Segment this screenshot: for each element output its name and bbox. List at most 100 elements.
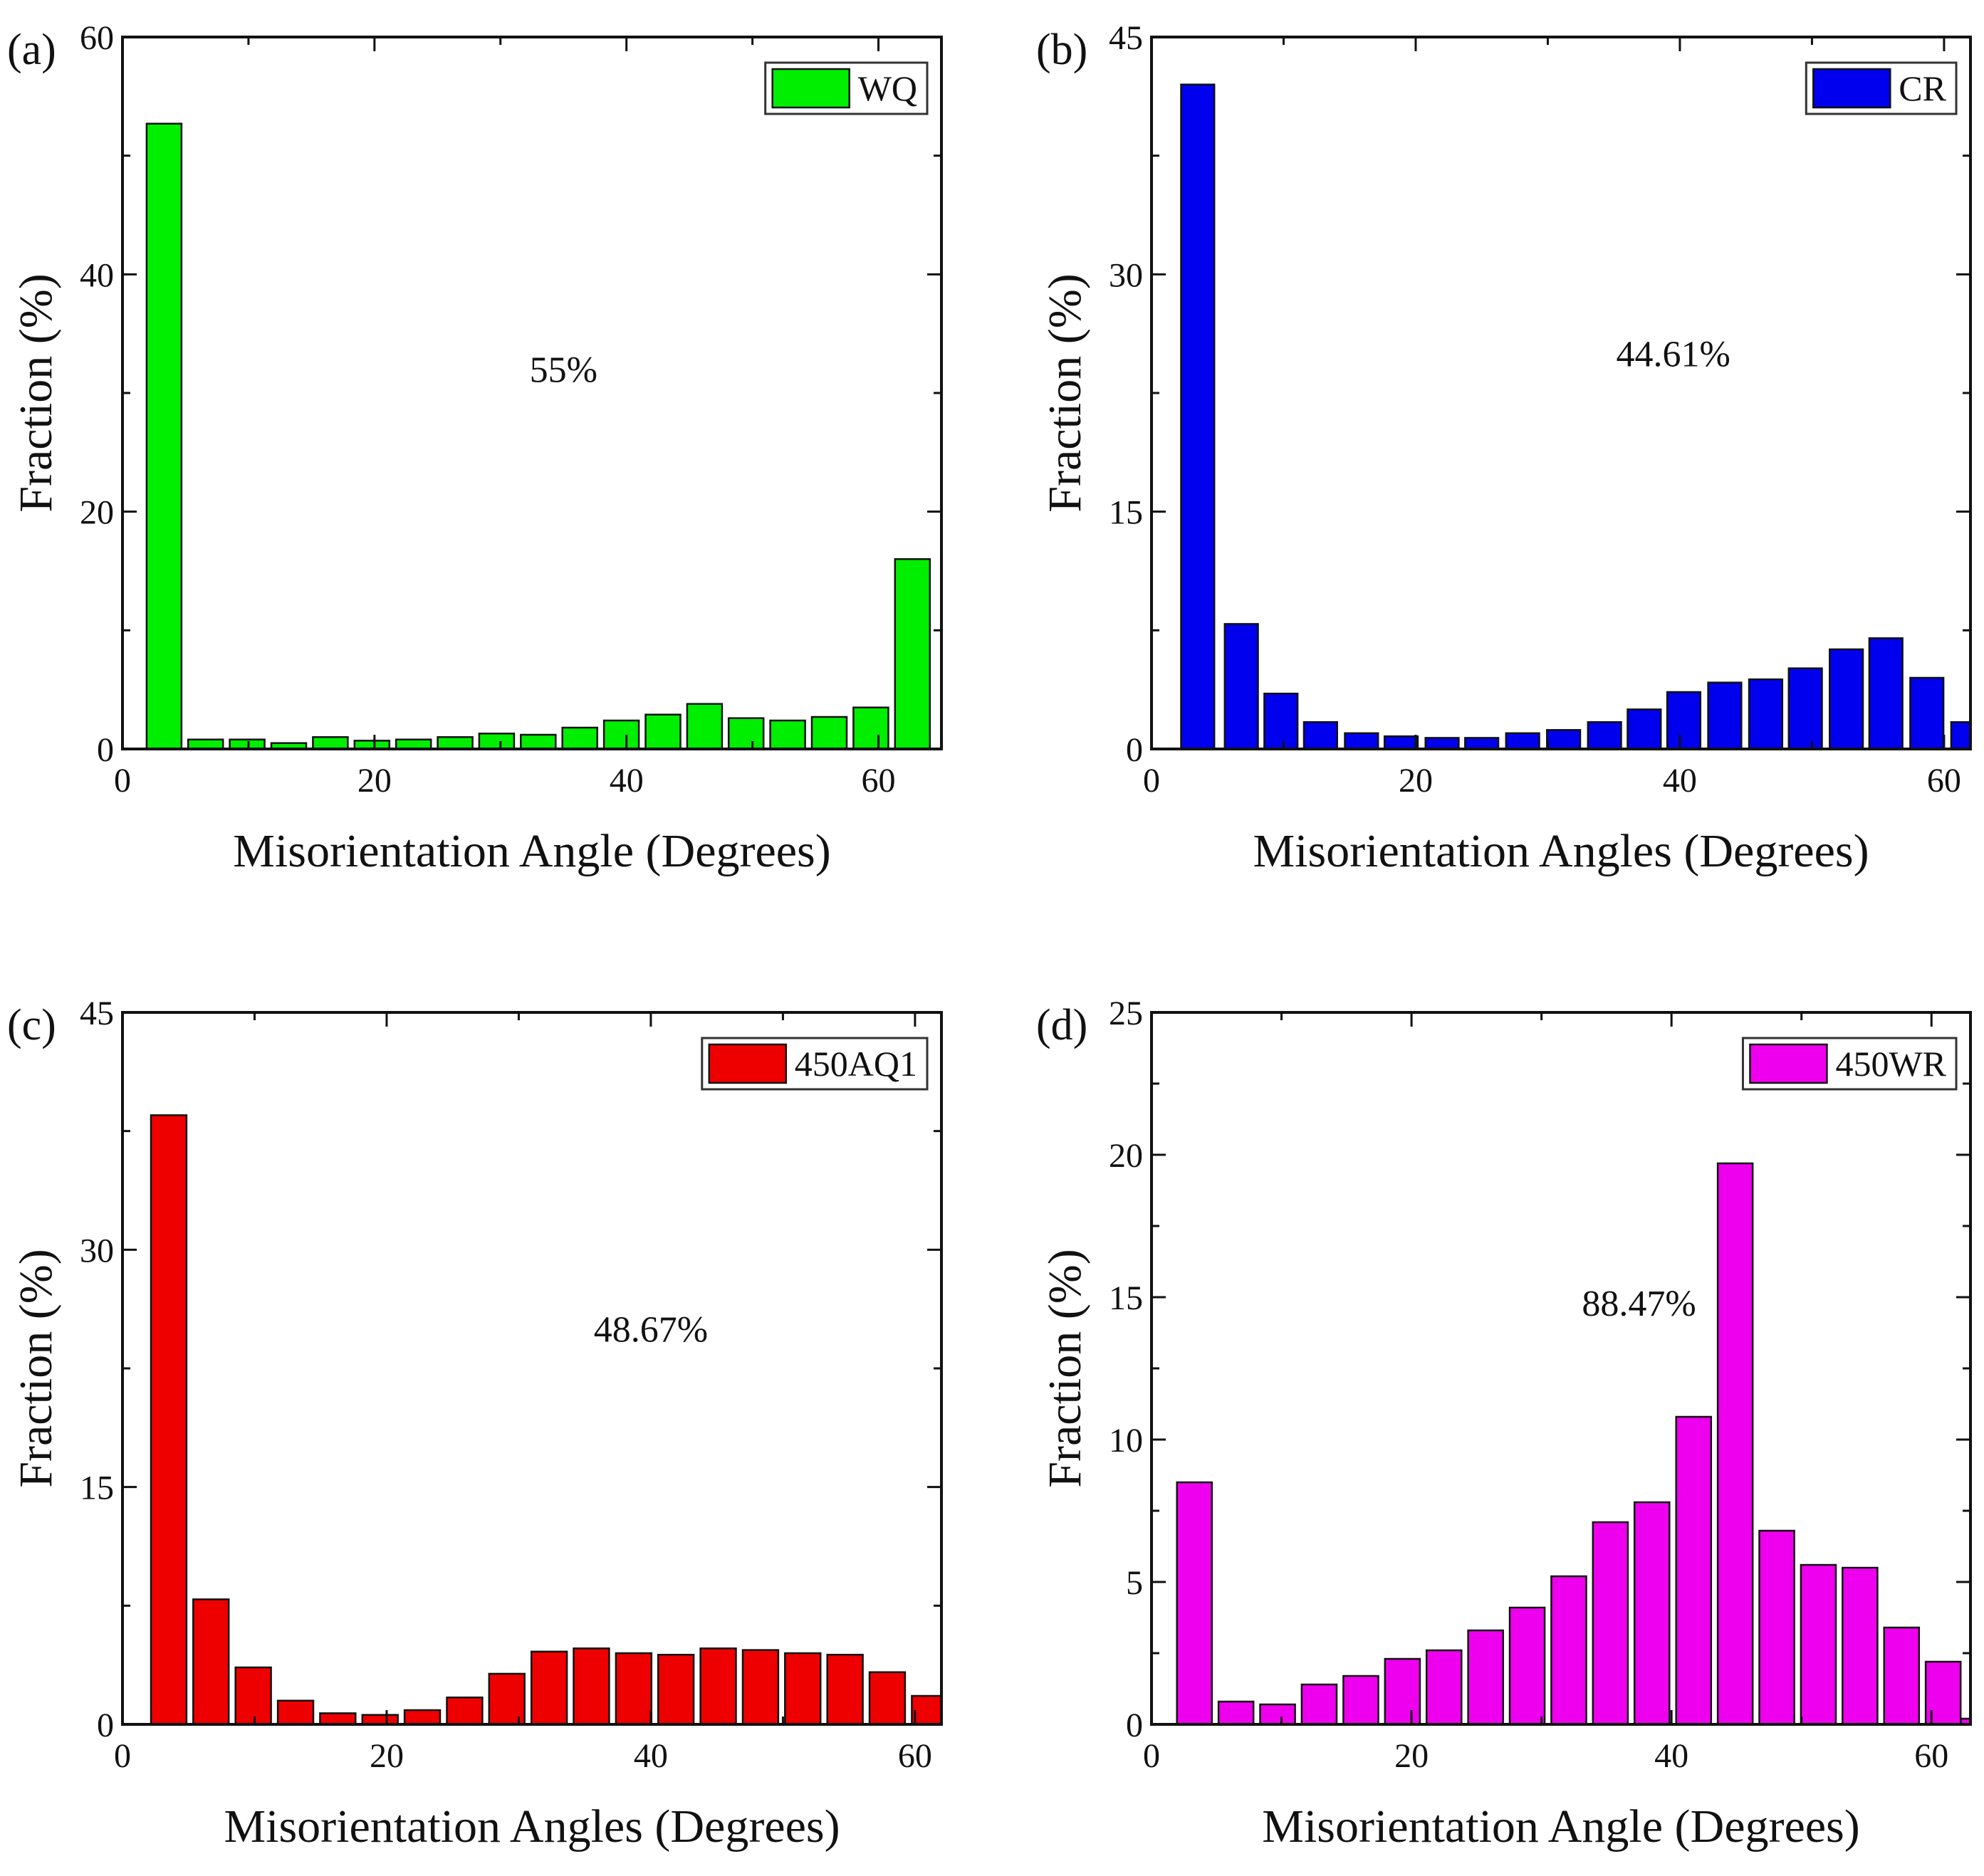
y-tick-label: 0 [97, 1707, 114, 1744]
bar [1550, 1575, 1587, 1726]
y-tick-label: 0 [1126, 731, 1143, 769]
bar [894, 558, 931, 750]
legend-swatch [1749, 1043, 1828, 1084]
y-tick-label: 45 [80, 995, 114, 1032]
bar [1546, 729, 1582, 750]
y-axis-title: Fraction (%) [1039, 273, 1091, 512]
bar [852, 706, 889, 750]
x-tick-label: 40 [1663, 762, 1697, 800]
bar [150, 1114, 188, 1726]
percentage-annotation: 44.61% [1616, 334, 1730, 374]
legend-label: 450AQ1 [795, 1044, 917, 1084]
bar [1666, 691, 1702, 750]
x-tick-label: 0 [114, 762, 131, 800]
x-tick-label: 40 [610, 762, 644, 800]
bar [1950, 720, 1972, 750]
bar [727, 717, 765, 750]
legend-swatch [771, 68, 850, 109]
legend: 450AQ1 [701, 1037, 929, 1091]
bar [145, 122, 183, 750]
bar [437, 736, 474, 750]
bar [312, 736, 349, 750]
y-tick-label: 0 [97, 731, 114, 769]
y-tick-label: 15 [1109, 1279, 1143, 1317]
x-tick-label: 40 [634, 1737, 668, 1775]
bar [1675, 1415, 1713, 1726]
y-tick-label: 30 [1109, 256, 1143, 294]
bar [1424, 737, 1460, 750]
bar [868, 1671, 907, 1726]
bar [1633, 1501, 1671, 1726]
x-tick-label: 60 [1927, 762, 1961, 800]
x-tick-label: 60 [898, 1737, 932, 1775]
y-tick-label: 40 [80, 256, 114, 294]
bar [1758, 1529, 1795, 1726]
bar [769, 719, 806, 750]
legend: CR [1805, 61, 1958, 115]
bar [319, 1712, 357, 1726]
bar [1909, 676, 1945, 750]
bar [1707, 681, 1743, 750]
y-tick-label: 20 [1109, 1137, 1143, 1175]
y-tick-label: 30 [80, 1232, 114, 1269]
bar [699, 1647, 737, 1726]
bar [1302, 720, 1338, 750]
panel-label: (d) [1036, 1001, 1087, 1049]
y-tick-label: 5 [1126, 1564, 1143, 1602]
legend-swatch [1812, 68, 1891, 109]
bar [234, 1666, 272, 1726]
x-tick-label: 60 [1914, 1737, 1948, 1775]
x-tick-label: 0 [114, 1737, 131, 1775]
bar [573, 1647, 610, 1726]
y-tick-label: 15 [1109, 494, 1143, 532]
bar [1627, 708, 1662, 750]
plot-frame [1150, 36, 1972, 750]
bar [1223, 623, 1259, 750]
x-axis-title: Misorientation Angle (Degrees) [1262, 1801, 1859, 1853]
bar [1344, 732, 1379, 750]
bar [1508, 1606, 1546, 1726]
percentage-annotation: 48.67% [594, 1309, 708, 1350]
x-tick-label: 20 [1394, 1737, 1429, 1775]
panel-a: 0 20 40 60 0 20 40 60 Misorientation Angle (Degr… [7, 19, 943, 877]
y-tick-label: 15 [80, 1469, 114, 1507]
bar [403, 1709, 442, 1726]
percentage-annotation: 55% [530, 350, 597, 391]
legend-label: WQ [858, 68, 917, 108]
y-axis-title: Fraction (%) [1039, 1249, 1091, 1487]
y-tick-label: 45 [1109, 19, 1143, 57]
bar [810, 716, 848, 750]
bar [1787, 667, 1823, 750]
x-axis-title: Misorientation Angles (Degrees) [224, 1801, 840, 1853]
bar [1180, 83, 1216, 750]
bar [530, 1650, 568, 1726]
panel-label: (c) [7, 1001, 56, 1049]
bar [520, 733, 557, 750]
bar [478, 733, 516, 750]
bar [615, 1652, 653, 1726]
plot-frame [121, 1011, 943, 1726]
legend: WQ [764, 61, 929, 115]
bar [1800, 1563, 1837, 1726]
y-tick-label: 60 [80, 19, 114, 57]
y-tick-label: 20 [80, 494, 114, 532]
y-tick-label: 0 [1126, 1707, 1143, 1744]
bar [1587, 720, 1622, 750]
bar [192, 1598, 230, 1726]
x-tick-label: 0 [1143, 1737, 1160, 1775]
bar [686, 703, 724, 750]
bar [1464, 737, 1500, 750]
bar [657, 1653, 695, 1726]
bar [1842, 1566, 1879, 1726]
legend-swatch [708, 1043, 788, 1084]
panel-d: 0 20 40 60 0 5 10 15 20 25 Misorientation Angle (D… [1036, 995, 1972, 1853]
bar [644, 713, 682, 750]
bar [741, 1649, 780, 1726]
bar [911, 1694, 943, 1726]
bar [1342, 1675, 1379, 1726]
x-tick-label: 20 [370, 1737, 404, 1775]
percentage-annotation: 88.47% [1582, 1284, 1696, 1324]
panel-label: (a) [7, 26, 56, 74]
bar [826, 1653, 864, 1726]
